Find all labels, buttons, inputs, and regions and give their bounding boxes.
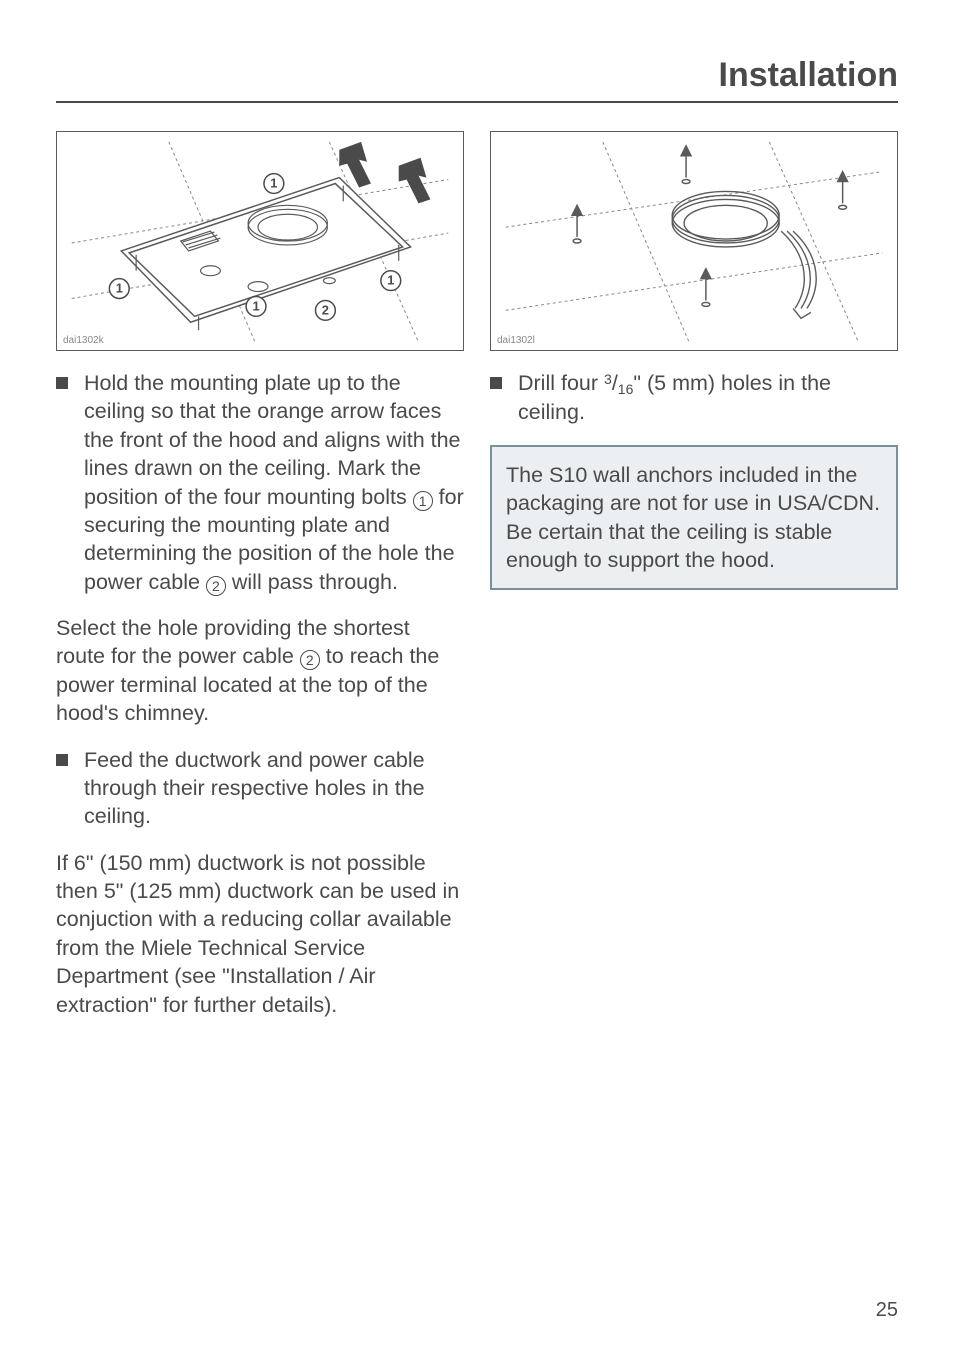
circled-2: 2 [206,576,226,596]
page-number: 25 [876,1299,898,1322]
right-column: dai1302l Drill four 3/16" (5 mm) holes i… [490,131,898,1037]
figure-mounting-plate: 1 1 1 1 2 dai1302k [56,131,464,351]
circled-1: 1 [413,491,433,511]
figure-drill-holes: dai1302l [490,131,898,351]
bullet-item: Feed the ductwork and power cable throug… [56,746,464,831]
bullet-list: Feed the ductwork and power cable throug… [56,746,464,831]
note-box: The S10 wall anchors included in the pac… [490,445,898,591]
mounting-plate-diagram: 1 1 1 1 2 [57,132,463,350]
fraction-num: 3 [604,371,612,387]
circled-2: 2 [300,650,320,670]
bullet-list: Drill four 3/16" (5 mm) holes in the cei… [490,369,898,427]
paragraph: If 6" (150 mm) ductwork is not possible … [56,849,464,1019]
svg-text:1: 1 [252,298,259,313]
fraction: 3/16 [604,371,633,395]
svg-text:2: 2 [322,302,329,317]
left-column: 1 1 1 1 2 dai1302k Hold the mounting p [56,131,464,1037]
body-text: Drill four 3/16" (5 mm) holes in the cei… [518,371,831,424]
fraction-den: 16 [618,381,634,397]
paragraph: Select the hole providing the shortest r… [56,614,464,728]
bullet-item: Hold the mounting plate up to the ceilin… [56,369,464,596]
header: Installation [56,56,898,103]
bullet-list: Hold the mounting plate up to the ceilin… [56,369,464,596]
svg-text:1: 1 [116,281,123,296]
page: Installation [0,0,954,1352]
drill-holes-diagram [491,132,897,350]
body-text: Hold the mounting plate up to the ceilin… [84,371,464,594]
svg-text:1: 1 [387,273,394,288]
svg-text:1: 1 [270,175,277,190]
bullet-item: Drill four 3/16" (5 mm) holes in the cei… [490,369,898,427]
text-pre: Drill four [518,371,604,395]
page-title: Installation [56,56,898,95]
figure-code: dai1302k [63,335,104,346]
figure-code: dai1302l [497,335,535,346]
content-columns: 1 1 1 1 2 dai1302k Hold the mounting p [56,131,898,1037]
